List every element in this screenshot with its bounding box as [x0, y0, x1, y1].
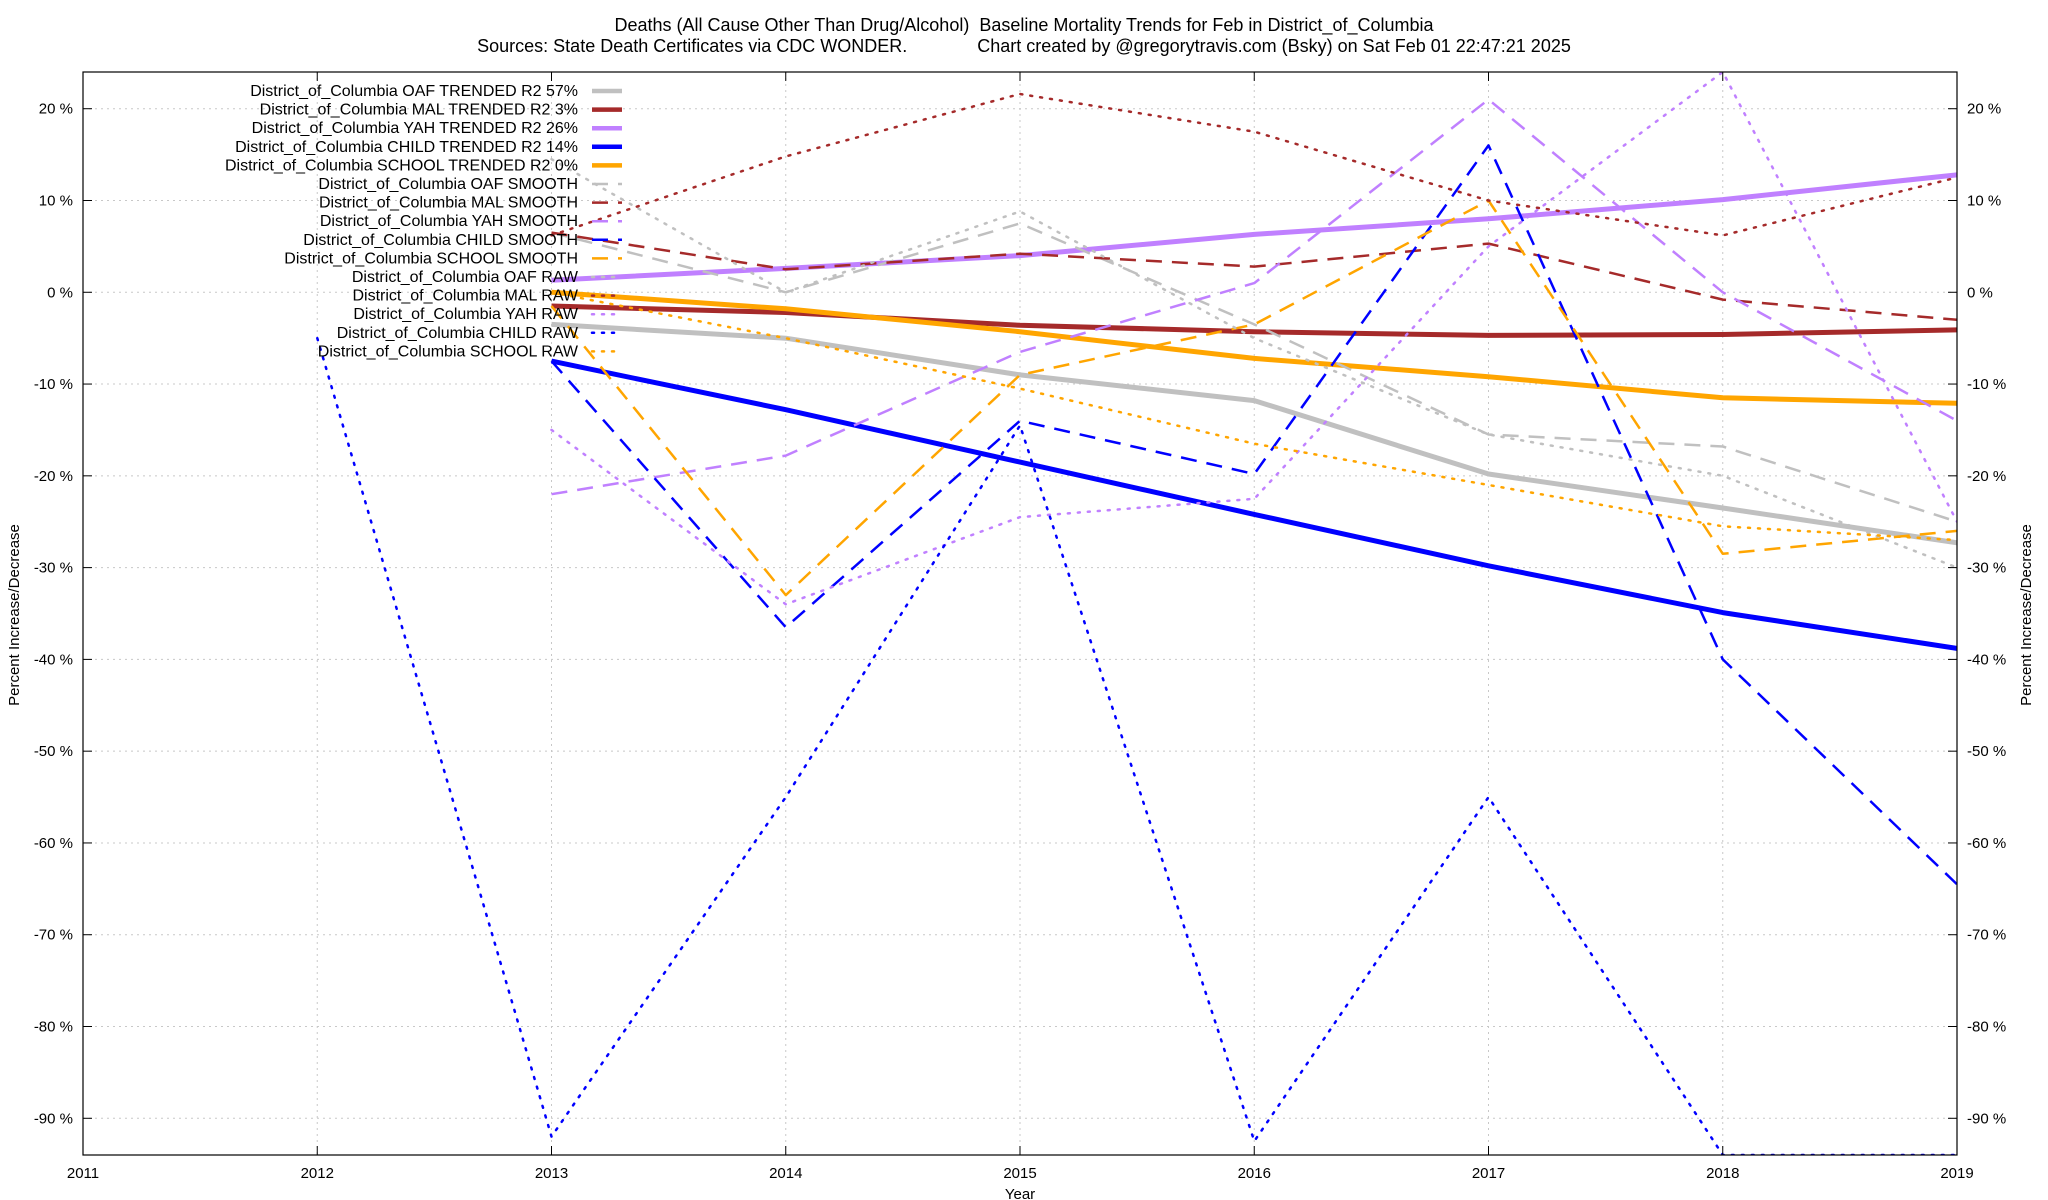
- y-tick-label-right: -50 %: [1967, 743, 2006, 760]
- y-tick-label-right: -20 %: [1967, 468, 2006, 485]
- series-line-child-smooth: [550, 144, 1957, 886]
- legend-label: District_of_Columbia SCHOOL RAW: [318, 343, 579, 360]
- y-tick-label: -10 %: [34, 376, 73, 393]
- series-line-mal-smooth: [551, 231, 1957, 322]
- series-line-child-trended: [550, 358, 1957, 651]
- legend-label: District_of_Columbia YAH RAW: [353, 306, 579, 323]
- legend-label: District_of_Columbia SCHOOL TRENDED R2 0…: [225, 157, 578, 174]
- legend-label: District_of_Columbia YAH TRENDED R2 26%: [252, 120, 578, 137]
- series-line-yah-smooth: [551, 98, 1957, 496]
- x-tick-label: 2013: [535, 1165, 568, 1182]
- legend-label: District_of_Columbia MAL TRENDED R2 3%: [260, 102, 578, 119]
- legend: District_of_Columbia OAF TRENDED R2 57% D…: [225, 83, 624, 360]
- x-tick-label: 2017: [1472, 1165, 1505, 1182]
- x-tick-label: 2015: [1003, 1165, 1036, 1182]
- x-axis-label: Year: [1005, 1186, 1035, 1200]
- y-tick-label: 20 %: [39, 101, 73, 118]
- x-tick-label: 2016: [1238, 1165, 1271, 1182]
- legend-label: District_of_Columbia MAL SMOOTH: [319, 195, 578, 212]
- legend-label: District_of_Columbia CHILD RAW: [337, 325, 579, 342]
- axis-ticks: 20 % 20 % 10 % 10 % 0 % 0 % -10 % -10 % -20 % -20…: [34, 72, 2006, 1182]
- x-tick-label: 2019: [1940, 1165, 1973, 1182]
- y-tick-label-right: -40 %: [1967, 651, 2006, 668]
- y-tick-label: -50 %: [34, 743, 73, 760]
- legend-label: District_of_Columbia MAL RAW: [352, 288, 578, 305]
- y-tick-label-right: -10 %: [1967, 376, 2006, 393]
- y-tick-label-right: -80 %: [1967, 1019, 2006, 1036]
- y-tick-label-right: 20 %: [1967, 101, 2001, 118]
- x-tick-label: 2011: [67, 1165, 99, 1182]
- y-tick-label: -40 %: [34, 651, 73, 668]
- y-tick-label: 10 %: [39, 192, 73, 209]
- legend-label: District_of_Columbia OAF RAW: [352, 269, 579, 286]
- x-tick-label: 2018: [1706, 1165, 1739, 1182]
- legend-label: District_of_Columbia CHILD TRENDED R2 14…: [235, 139, 578, 156]
- legend-label: District_of_Columbia CHILD SMOOTH: [303, 232, 578, 249]
- chart-title: Deaths (All Cause Other Than Drug/Alcoho…: [614, 15, 1434, 35]
- y-tick-label: -90 %: [34, 1110, 73, 1127]
- x-tick-label: 2014: [769, 1165, 802, 1182]
- y-tick-label-right: -30 %: [1967, 560, 2006, 577]
- y-tick-label-right: -90 %: [1967, 1110, 2006, 1127]
- series-line-school-smooth: [550, 199, 1957, 597]
- x-tick-label: 2012: [301, 1165, 334, 1182]
- y-tick-label-right: -60 %: [1967, 835, 2006, 852]
- series-line-mal-trended: [551, 303, 1957, 338]
- legend-label: District_of_Columbia SCHOOL SMOOTH: [284, 250, 578, 267]
- legend-label: District_of_Columbia OAF TRENDED R2 57%: [250, 83, 578, 100]
- chart-subtitle: Sources: State Death Certificates via CD…: [477, 36, 1571, 56]
- y-tick-label-right: -70 %: [1967, 927, 2006, 944]
- y-tick-label: -30 %: [34, 560, 73, 577]
- series-lines: [316, 72, 1957, 1155]
- legend-label: District_of_Columbia OAF SMOOTH: [318, 176, 578, 193]
- series-line-yah-raw: [550, 72, 1957, 606]
- series-line-school-raw: [550, 291, 1957, 542]
- y-tick-label: -70 %: [34, 927, 73, 944]
- series-line-child-raw: [316, 336, 1957, 1155]
- y-tick-label: 0 %: [47, 284, 73, 301]
- y-tick-label-right: 0 %: [1967, 284, 1993, 301]
- y-axis-label: Percent Increase/Decrease: [6, 524, 23, 706]
- y-tick-label: -80 %: [34, 1019, 73, 1036]
- y2-axis-label: Percent Increase/Decrease: [2018, 524, 2035, 706]
- legend-label: District_of_Columbia YAH SMOOTH: [320, 213, 578, 230]
- y-tick-label: -20 %: [34, 468, 73, 485]
- y-tick-label: -60 %: [34, 835, 73, 852]
- series-line-school-trended: [551, 289, 1957, 406]
- y-tick-label-right: 10 %: [1967, 192, 2001, 209]
- series-line-oaf-raw: [550, 157, 1957, 569]
